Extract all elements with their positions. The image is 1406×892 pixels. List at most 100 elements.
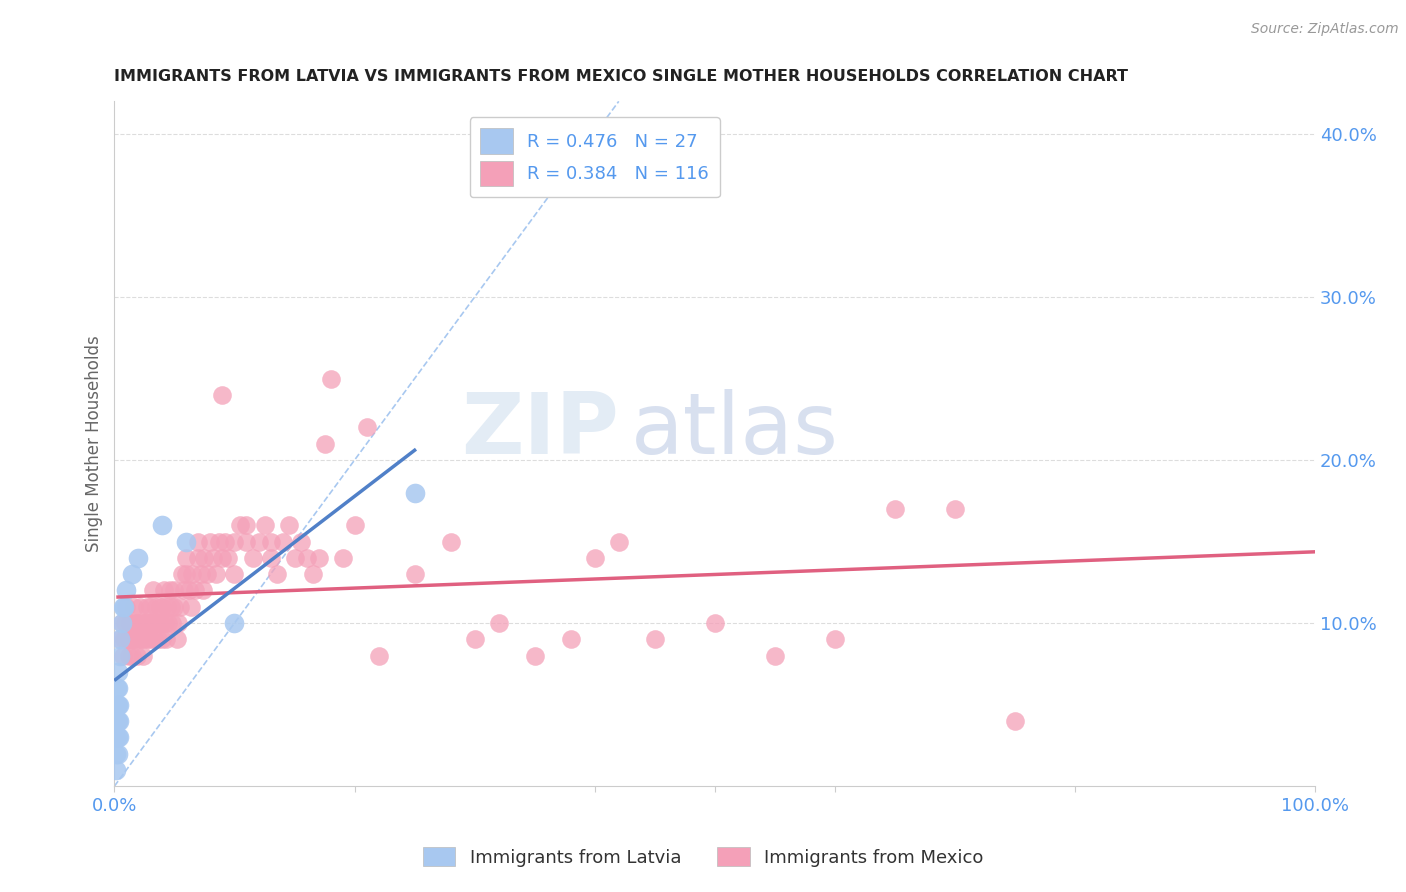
Point: [205, 567, 228, 582]
Text: atlas: atlas: [631, 389, 839, 472]
Y-axis label: Single Mother Households: Single Mother Households: [86, 335, 103, 552]
Point: [488, 616, 510, 631]
Point: [132, 648, 155, 663]
Point: [208, 534, 231, 549]
Point: [201, 550, 224, 565]
Point: [404, 485, 426, 500]
Point: [127, 616, 149, 631]
Point: [105, 698, 128, 712]
Point: [308, 550, 330, 565]
Point: [105, 714, 128, 728]
Point: [112, 632, 135, 647]
Point: [523, 648, 546, 663]
Point: [156, 599, 179, 614]
Point: [121, 648, 143, 663]
Point: [107, 681, 129, 696]
Point: [152, 632, 174, 647]
Point: [1004, 714, 1026, 728]
Point: [120, 632, 142, 647]
Point: [190, 567, 212, 582]
Point: [128, 599, 150, 614]
Point: [181, 567, 204, 582]
Point: [139, 632, 162, 647]
Point: [170, 567, 193, 582]
Point: [242, 550, 264, 565]
Point: [211, 550, 233, 565]
Point: [111, 599, 134, 614]
Point: [110, 616, 132, 631]
Point: [159, 583, 181, 598]
Point: [211, 388, 233, 402]
Point: [343, 518, 366, 533]
Point: [121, 567, 143, 582]
Point: [111, 648, 134, 663]
Point: [173, 583, 195, 598]
Point: [200, 534, 222, 549]
Point: [136, 632, 159, 647]
Point: [129, 632, 152, 647]
Point: [440, 534, 463, 549]
Point: [131, 616, 153, 631]
Point: [115, 599, 138, 614]
Point: [607, 534, 630, 549]
Point: [332, 550, 354, 565]
Point: [290, 534, 312, 549]
Point: [118, 632, 141, 647]
Point: [177, 583, 200, 598]
Point: [127, 632, 149, 647]
Legend: R = 0.476   N = 27, R = 0.384   N = 116: R = 0.476 N = 27, R = 0.384 N = 116: [470, 117, 720, 197]
Point: [139, 616, 162, 631]
Point: [135, 599, 157, 614]
Point: [943, 502, 966, 516]
Point: [127, 550, 149, 565]
Point: [367, 648, 389, 663]
Point: [152, 599, 174, 614]
Text: ZIP: ZIP: [461, 389, 619, 472]
Point: [184, 583, 207, 598]
Point: [259, 534, 281, 549]
Point: [166, 632, 188, 647]
Text: Source: ZipAtlas.com: Source: ZipAtlas.com: [1251, 22, 1399, 37]
Point: [107, 665, 129, 679]
Point: [224, 534, 246, 549]
Point: [884, 502, 907, 516]
Point: [115, 583, 138, 598]
Point: [160, 599, 183, 614]
Point: [139, 599, 162, 614]
Point: [218, 550, 240, 565]
Point: [644, 632, 666, 647]
Point: [295, 550, 318, 565]
Point: [253, 518, 276, 533]
Point: [224, 616, 246, 631]
Point: [314, 436, 336, 450]
Point: [152, 518, 174, 533]
Point: [114, 616, 136, 631]
Point: [160, 616, 183, 631]
Point: [283, 550, 305, 565]
Point: [169, 599, 191, 614]
Point: [135, 616, 157, 631]
Point: [163, 599, 186, 614]
Point: [148, 616, 170, 631]
Point: [104, 763, 127, 777]
Point: [247, 534, 270, 549]
Point: [104, 730, 127, 744]
Point: [108, 730, 131, 744]
Point: [153, 616, 176, 631]
Point: [259, 550, 281, 565]
Point: [266, 567, 288, 582]
Point: [167, 616, 190, 631]
Point: [122, 599, 145, 614]
Point: [157, 616, 180, 631]
Point: [187, 550, 209, 565]
Point: [124, 632, 146, 647]
Point: [143, 632, 166, 647]
Point: [121, 632, 143, 647]
Point: [115, 632, 138, 647]
Point: [176, 567, 198, 582]
Point: [107, 714, 129, 728]
Point: [224, 567, 246, 582]
Point: [193, 550, 215, 565]
Point: [235, 518, 257, 533]
Point: [104, 747, 127, 761]
